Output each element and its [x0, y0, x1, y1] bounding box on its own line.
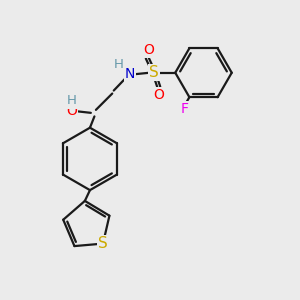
- Text: S: S: [98, 236, 108, 251]
- Text: N: N: [125, 67, 135, 81]
- Text: O: O: [154, 88, 164, 102]
- Text: S: S: [149, 65, 159, 80]
- Text: H: H: [114, 58, 124, 71]
- Text: F: F: [180, 102, 188, 116]
- Text: H: H: [67, 94, 76, 107]
- Text: O: O: [143, 43, 154, 57]
- Text: O: O: [66, 104, 77, 118]
